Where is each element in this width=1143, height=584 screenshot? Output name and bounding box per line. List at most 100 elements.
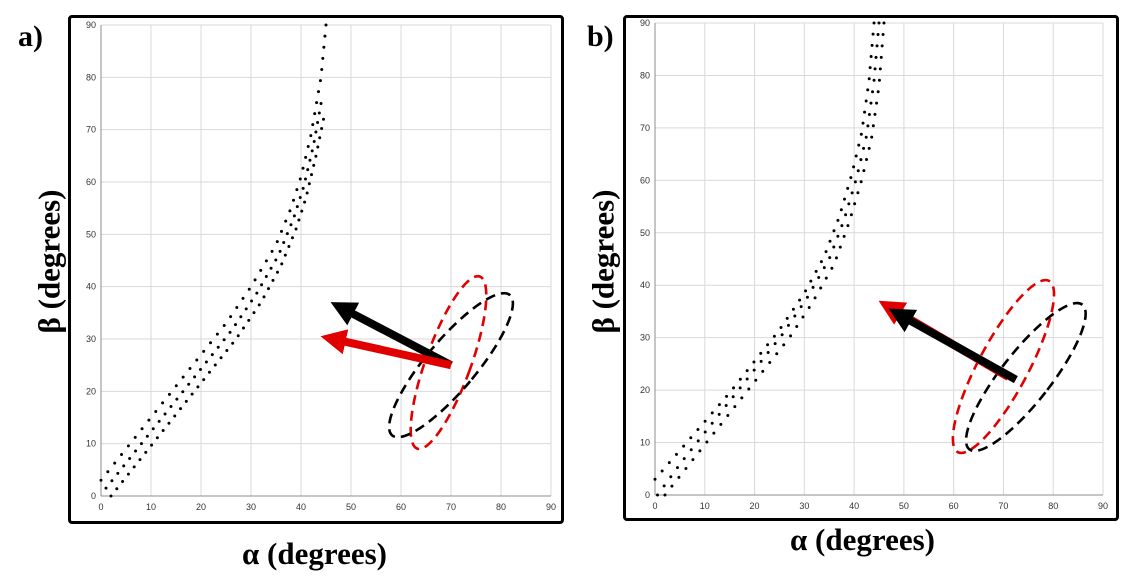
data-point bbox=[854, 154, 858, 158]
data-point bbox=[717, 403, 721, 407]
data-point bbox=[813, 296, 817, 300]
data-point bbox=[151, 427, 155, 431]
data-point bbox=[128, 456, 132, 460]
y-tick-label: 0 bbox=[91, 491, 96, 501]
data-point bbox=[316, 145, 320, 149]
data-point bbox=[822, 266, 826, 270]
data-point bbox=[868, 66, 872, 70]
data-point bbox=[761, 369, 765, 373]
data-point bbox=[859, 180, 863, 184]
data-point bbox=[772, 334, 776, 338]
data-point bbox=[228, 330, 232, 334]
data-point bbox=[209, 341, 213, 345]
data-point bbox=[169, 405, 173, 409]
data-point bbox=[207, 370, 211, 374]
data-point bbox=[139, 442, 143, 446]
data-point bbox=[836, 218, 840, 222]
data-point bbox=[738, 386, 742, 390]
data-point bbox=[311, 123, 315, 127]
data-point bbox=[877, 21, 881, 25]
data-point bbox=[689, 448, 693, 452]
data-point bbox=[188, 367, 192, 371]
data-point bbox=[669, 475, 673, 479]
data-point bbox=[216, 345, 220, 349]
data-point bbox=[766, 343, 770, 347]
data-point bbox=[145, 434, 149, 438]
data-point bbox=[745, 377, 749, 381]
data-point bbox=[314, 130, 318, 134]
data-point bbox=[270, 249, 274, 253]
data-point bbox=[844, 213, 848, 217]
data-point bbox=[733, 405, 737, 409]
data-point bbox=[862, 146, 866, 150]
data-point bbox=[879, 55, 883, 59]
data-point bbox=[870, 135, 874, 139]
data-point bbox=[793, 314, 797, 318]
y-tick-label: 50 bbox=[86, 229, 96, 239]
data-point bbox=[740, 396, 744, 400]
data-point bbox=[662, 484, 666, 488]
data-point bbox=[280, 262, 284, 266]
black-dashed-ellipse bbox=[964, 301, 1087, 453]
data-point bbox=[876, 32, 880, 36]
data-point bbox=[202, 378, 206, 382]
data-point bbox=[247, 287, 251, 291]
data-point bbox=[235, 305, 239, 309]
data-point bbox=[264, 259, 268, 263]
x-tick-label: 80 bbox=[1048, 501, 1058, 511]
data-point bbox=[247, 318, 251, 322]
data-point bbox=[199, 367, 203, 371]
data-point bbox=[236, 334, 240, 338]
data-point bbox=[801, 315, 805, 319]
x-tick-label: 10 bbox=[700, 501, 710, 511]
x-tick-label: 20 bbox=[196, 502, 206, 512]
data-point bbox=[745, 369, 749, 373]
data-point bbox=[298, 177, 302, 181]
data-point bbox=[318, 136, 322, 140]
data-point bbox=[874, 55, 878, 59]
y-tick-label: 40 bbox=[86, 282, 96, 292]
y-tick-label: 60 bbox=[640, 175, 650, 185]
data-point bbox=[881, 32, 885, 36]
x-tick-label: 40 bbox=[849, 501, 859, 511]
data-point bbox=[231, 341, 235, 345]
data-point bbox=[253, 278, 257, 282]
data-point bbox=[144, 450, 148, 454]
data-point bbox=[181, 390, 185, 394]
data-point bbox=[705, 440, 709, 444]
data-point bbox=[675, 466, 679, 470]
data-point bbox=[703, 419, 707, 423]
y-tick-label: 70 bbox=[86, 125, 96, 135]
data-point bbox=[320, 126, 324, 130]
y-tick-label: 40 bbox=[640, 280, 650, 290]
data-point bbox=[289, 223, 293, 227]
data-point bbox=[292, 214, 296, 218]
x-tick-label: 40 bbox=[296, 502, 306, 512]
data-point bbox=[269, 266, 273, 270]
data-point bbox=[167, 392, 171, 396]
data-point bbox=[667, 461, 671, 465]
data-point bbox=[805, 295, 809, 299]
data-point bbox=[873, 112, 877, 116]
data-point bbox=[768, 361, 772, 365]
data-point bbox=[213, 363, 217, 367]
data-point bbox=[113, 461, 117, 465]
data-point bbox=[318, 79, 322, 83]
data-point bbox=[244, 307, 248, 311]
data-point bbox=[876, 90, 880, 94]
data-point bbox=[832, 229, 836, 233]
data-point bbox=[834, 256, 838, 260]
data-point bbox=[190, 392, 194, 396]
data-point bbox=[674, 452, 678, 456]
data-point bbox=[250, 299, 254, 303]
data-point bbox=[252, 311, 256, 315]
data-point bbox=[157, 419, 161, 423]
data-point bbox=[319, 102, 323, 105]
data-point bbox=[133, 435, 137, 439]
data-point bbox=[655, 493, 659, 497]
x-tick-label: 30 bbox=[799, 501, 809, 511]
x-tick-label: 80 bbox=[496, 502, 506, 512]
data-point bbox=[257, 303, 261, 307]
black-arrow bbox=[330, 302, 453, 369]
